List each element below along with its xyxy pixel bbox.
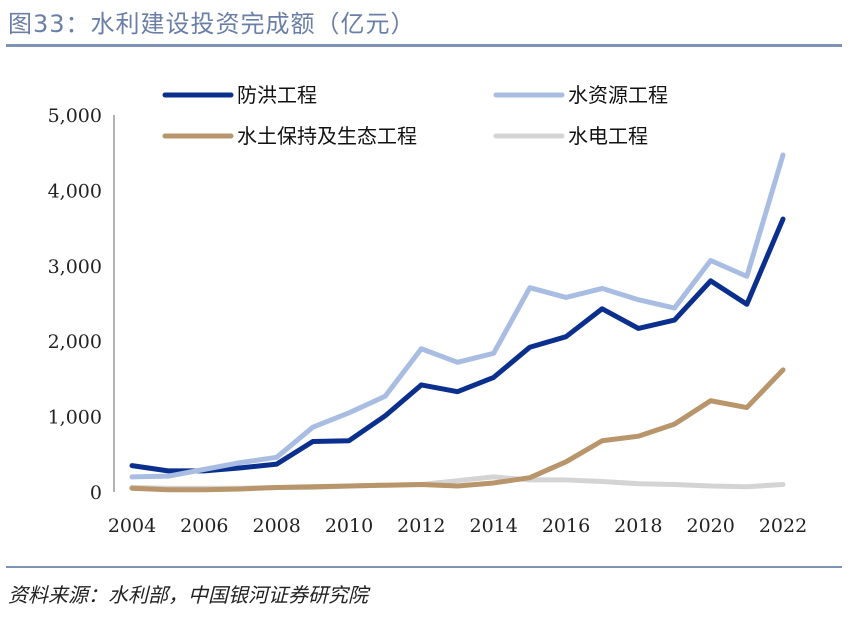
source-note: 资料来源：水利部，中国银河证券研究院 [8,583,368,607]
bottom-divider [6,566,842,568]
series-line-2 [129,367,786,493]
x-axis: 2004 2006 2008 2010 2012 2014 2016 2018 2020 2022 [108,515,807,537]
y-tick-label: 3,000 [48,256,102,278]
x-tick-label: 2004 [108,515,156,537]
series-line-1 [129,152,786,480]
x-tick-label: 2010 [325,515,373,537]
y-tick-label: 1,000 [48,407,102,429]
series-line-0 [129,216,786,474]
y-tick-label: 4,000 [48,180,102,202]
x-tick-label: 2008 [252,515,300,537]
x-tick-label: 2012 [397,515,445,537]
legend-label: 水电工程 [568,124,648,148]
y-axis: 0 1,000 2,000 3,000 4,000 5,000 [48,105,115,504]
plot-area [129,152,786,493]
x-tick-label: 2022 [759,515,807,537]
legend-label: 防洪工程 [237,83,317,107]
x-tick-label: 2016 [542,515,590,537]
x-tick-label: 2018 [614,515,662,537]
legend-label: 水资源工程 [568,83,668,107]
figure-title: 图33：水利建设投资完成额（亿元） [8,10,416,38]
y-tick-label: 5,000 [48,105,102,127]
top-divider [6,44,842,47]
x-tick-label: 2014 [469,515,517,537]
y-tick-label: 0 [90,482,102,504]
x-tick-label: 2006 [180,515,228,537]
legend-label: 水土保持及生态工程 [237,124,417,148]
x-tick-label: 2020 [686,515,734,537]
y-tick-label: 2,000 [48,331,102,353]
